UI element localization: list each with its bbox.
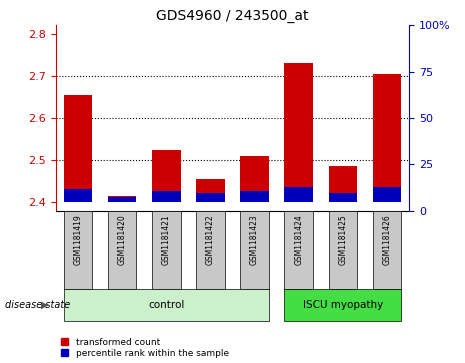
Bar	[329, 166, 357, 202]
Bar	[108, 211, 136, 289]
Text: GSM1181422: GSM1181422	[206, 215, 215, 265]
Bar	[152, 150, 180, 202]
Bar	[64, 289, 269, 321]
Bar	[152, 211, 180, 289]
Bar	[373, 74, 401, 202]
Text: ▶: ▶	[41, 300, 49, 310]
Text: GSM1181420: GSM1181420	[118, 215, 126, 265]
Title: GDS4960 / 243500_at: GDS4960 / 243500_at	[156, 9, 309, 23]
Text: control: control	[148, 300, 185, 310]
Bar	[373, 211, 401, 289]
Bar	[285, 63, 313, 202]
Text: GSM1181419: GSM1181419	[73, 215, 82, 265]
Bar	[285, 289, 401, 321]
Bar	[196, 193, 225, 202]
Bar	[196, 179, 225, 202]
Text: GSM1181423: GSM1181423	[250, 215, 259, 265]
Bar	[285, 211, 313, 289]
Text: GSM1181425: GSM1181425	[339, 215, 347, 265]
Legend: transformed count, percentile rank within the sample: transformed count, percentile rank withi…	[60, 337, 230, 359]
Bar	[373, 187, 401, 202]
Text: GSM1181424: GSM1181424	[294, 215, 303, 265]
Bar	[108, 197, 136, 202]
Bar	[64, 211, 92, 289]
Bar	[329, 211, 357, 289]
Bar	[152, 191, 180, 202]
Bar	[240, 156, 269, 202]
Bar	[64, 189, 92, 202]
Bar	[285, 187, 313, 202]
Text: disease state: disease state	[5, 300, 70, 310]
Bar	[240, 211, 269, 289]
Bar	[240, 191, 269, 202]
Bar	[196, 211, 225, 289]
Text: GSM1181426: GSM1181426	[383, 215, 392, 265]
Bar	[108, 196, 136, 202]
Text: GSM1181421: GSM1181421	[162, 215, 171, 265]
Text: ISCU myopathy: ISCU myopathy	[303, 300, 383, 310]
Bar	[64, 95, 92, 202]
Bar	[329, 193, 357, 202]
